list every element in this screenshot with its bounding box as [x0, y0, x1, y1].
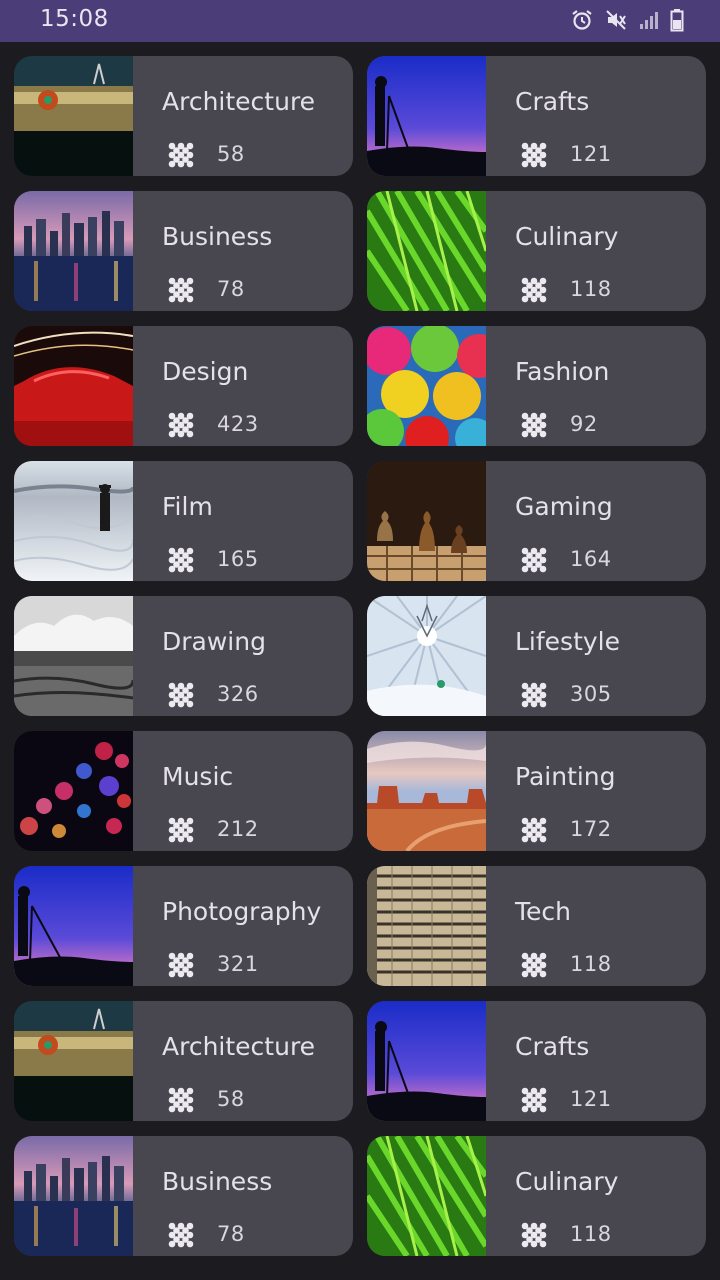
design-photo: [14, 326, 133, 446]
grid-dots-icon: [166, 1220, 196, 1254]
category-count: 92: [570, 412, 598, 436]
category-card[interactable]: Tech 118: [367, 866, 706, 986]
grid-dots-icon: [519, 140, 549, 174]
signal-icon: [638, 9, 660, 31]
category-count: 78: [217, 1222, 245, 1246]
category-count: 58: [217, 1087, 245, 1111]
category-count: 118: [570, 952, 612, 976]
grid-dots-icon: [519, 1220, 549, 1254]
category-count: 165: [217, 547, 259, 571]
category-card[interactable]: Business 78: [14, 1136, 353, 1256]
category-title: Business: [162, 1167, 273, 1196]
grid-dots-icon: [166, 545, 196, 579]
status-icons: [570, 8, 684, 32]
grid-dots-icon: [166, 680, 196, 714]
category-count: 58: [217, 142, 245, 166]
grid-dots-icon: [166, 275, 196, 309]
category-card[interactable]: Design 423: [14, 326, 353, 446]
lifestyle-photo: [367, 596, 486, 716]
category-title: Painting: [515, 762, 616, 791]
category-card[interactable]: Photography 321: [14, 866, 353, 986]
category-title: Lifestyle: [515, 627, 621, 656]
grid-dots-icon: [166, 140, 196, 174]
category-card[interactable]: Film 165: [14, 461, 353, 581]
status-bar: 15:08: [0, 0, 720, 42]
category-card[interactable]: Architecture 58: [14, 56, 353, 176]
category-title: Architecture: [162, 1032, 316, 1061]
category-count: 423: [217, 412, 259, 436]
category-count: 164: [570, 547, 612, 571]
category-title: Fashion: [515, 357, 610, 386]
category-count: 118: [570, 277, 612, 301]
gaming-photo: [367, 461, 486, 581]
crafts-photo: [367, 56, 486, 176]
category-title: Music: [162, 762, 234, 791]
architecture-photo: [14, 1001, 133, 1121]
category-title: Business: [162, 222, 273, 251]
category-card[interactable]: Painting 172: [367, 731, 706, 851]
architecture-photo: [14, 56, 133, 176]
grid-dots-icon: [166, 815, 196, 849]
category-card[interactable]: Crafts 121: [367, 56, 706, 176]
battery-icon: [670, 8, 684, 32]
category-card[interactable]: Lifestyle 305: [367, 596, 706, 716]
category-card[interactable]: Music 212: [14, 731, 353, 851]
photography-photo: [14, 866, 133, 986]
grid-dots-icon: [519, 1085, 549, 1119]
grid-dots-icon: [519, 410, 549, 444]
category-card[interactable]: Drawing 326: [14, 596, 353, 716]
crafts-photo: [367, 1001, 486, 1121]
film-photo: [14, 461, 133, 581]
category-title: Gaming: [515, 492, 613, 521]
category-count: 121: [570, 1087, 612, 1111]
tech-photo: [367, 866, 486, 986]
grid-dots-icon: [519, 680, 549, 714]
painting-photo: [367, 731, 486, 851]
category-title: Drawing: [162, 627, 266, 656]
category-count: 172: [570, 817, 612, 841]
category-count: 118: [570, 1222, 612, 1246]
category-card[interactable]: Gaming 164: [367, 461, 706, 581]
category-card[interactable]: Culinary 118: [367, 191, 706, 311]
category-title: Photography: [162, 897, 322, 926]
fashion-photo: [367, 326, 486, 446]
category-card[interactable]: Fashion 92: [367, 326, 706, 446]
grid-dots-icon: [166, 950, 196, 984]
grid-dots-icon: [519, 950, 549, 984]
category-title: Film: [162, 492, 213, 521]
business-photo: [14, 1136, 133, 1256]
category-title: Architecture: [162, 87, 316, 116]
category-title: Tech: [515, 897, 571, 926]
category-card[interactable]: Business 78: [14, 191, 353, 311]
category-count: 326: [217, 682, 259, 706]
category-count: 78: [217, 277, 245, 301]
alarm-icon: [570, 8, 594, 32]
category-count: 212: [217, 817, 259, 841]
music-photo: [14, 731, 133, 851]
grid-dots-icon: [519, 275, 549, 309]
grid-dots-icon: [166, 1085, 196, 1119]
category-title: Crafts: [515, 87, 590, 116]
category-title: Design: [162, 357, 249, 386]
drawing-photo: [14, 596, 133, 716]
category-card[interactable]: Crafts 121: [367, 1001, 706, 1121]
culinary-photo: [367, 1136, 486, 1256]
mute-icon: [604, 8, 628, 32]
category-title: Culinary: [515, 1167, 619, 1196]
status-time: 15:08: [40, 6, 109, 32]
business-photo: [14, 191, 133, 311]
category-card[interactable]: Culinary 118: [367, 1136, 706, 1256]
category-card[interactable]: Architecture 58: [14, 1001, 353, 1121]
grid-dots-icon: [519, 815, 549, 849]
category-title: Crafts: [515, 1032, 590, 1061]
grid-dots-icon: [166, 410, 196, 444]
culinary-photo: [367, 191, 486, 311]
category-count: 121: [570, 142, 612, 166]
grid-dots-icon: [519, 545, 549, 579]
category-count: 321: [217, 952, 259, 976]
category-count: 305: [570, 682, 612, 706]
category-title: Culinary: [515, 222, 619, 251]
